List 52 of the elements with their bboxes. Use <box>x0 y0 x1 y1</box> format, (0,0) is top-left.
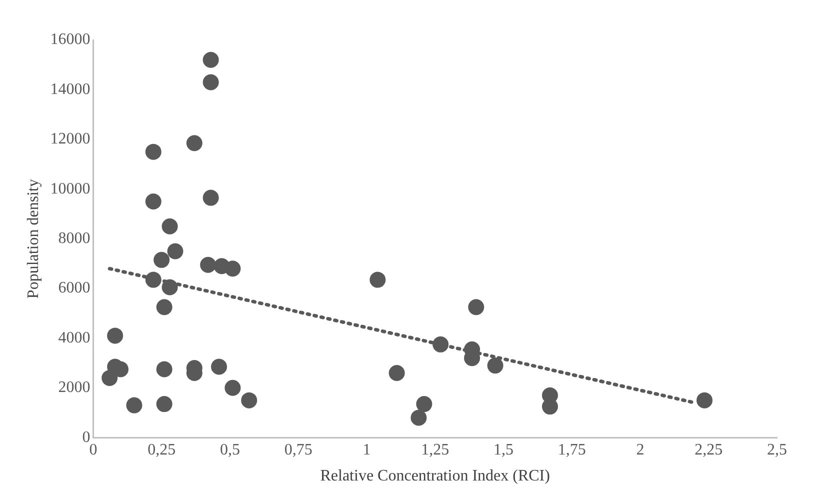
point <box>410 410 427 426</box>
point <box>107 328 124 344</box>
point <box>126 397 142 414</box>
point <box>145 272 162 288</box>
point <box>487 358 504 374</box>
point <box>200 256 216 273</box>
y-tick-label: 2000 <box>58 379 90 396</box>
point <box>416 396 432 412</box>
point <box>224 380 241 396</box>
point <box>202 52 219 68</box>
point <box>241 392 258 408</box>
point <box>156 361 172 378</box>
point <box>224 260 241 277</box>
x-tick-label: 1,25 <box>421 441 450 458</box>
x-tick-label: 1 <box>362 441 371 458</box>
point <box>162 218 178 234</box>
y-tick-label: 16000 <box>50 31 90 48</box>
y-tick-label: 8000 <box>58 230 90 248</box>
x-tick-label: 2,5 <box>767 441 787 458</box>
point <box>154 252 170 268</box>
y-tick-label: 0 <box>82 428 90 446</box>
x-tick-label: 0,25 <box>148 441 176 458</box>
y-axis-title: Population density <box>24 179 42 299</box>
x-tick-label: 0,5 <box>220 441 240 458</box>
point <box>211 358 228 375</box>
point <box>202 74 219 90</box>
point <box>102 370 118 386</box>
x-axis-title: Relative Concentration Index (RCI) <box>320 468 550 485</box>
point <box>432 336 449 352</box>
y-tick-label: 6000 <box>58 280 90 297</box>
x-tick-label: 1,5 <box>493 441 514 458</box>
point <box>145 194 162 210</box>
y-tick-label: 10000 <box>50 180 90 198</box>
point <box>156 299 172 316</box>
point <box>542 398 558 415</box>
point <box>167 243 184 260</box>
point <box>156 396 172 412</box>
y-tick-label: 12000 <box>50 130 90 148</box>
x-tick-label: 1,75 <box>558 441 586 458</box>
point <box>145 144 162 160</box>
x-tick-label: 2 <box>636 441 644 458</box>
x-tick-label: 0,75 <box>284 441 312 458</box>
y-tick-label: 4000 <box>58 329 90 346</box>
point <box>468 299 484 316</box>
x-tick-label: 2,25 <box>694 441 723 458</box>
point <box>162 279 178 296</box>
point <box>202 190 219 206</box>
point <box>186 135 202 152</box>
y-tick-label: 14000 <box>50 80 90 98</box>
point <box>388 364 405 381</box>
point <box>370 272 386 288</box>
point <box>696 392 713 408</box>
